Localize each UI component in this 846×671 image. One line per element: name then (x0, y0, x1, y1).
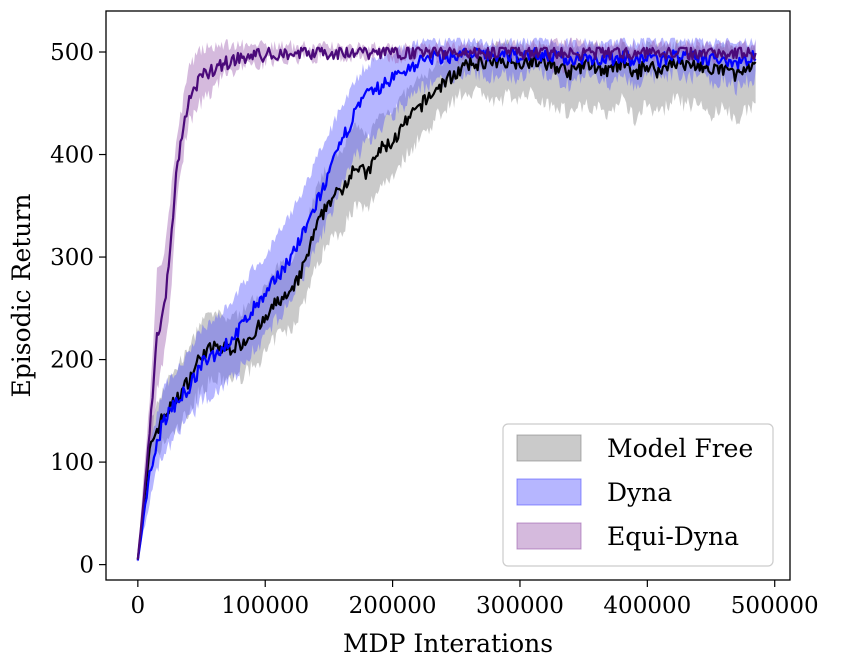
x-axis-label: MDP Interations (343, 629, 553, 658)
x-tick-label: 100000 (221, 593, 309, 619)
legend-label: Equi-Dyna (607, 522, 739, 551)
series-lines (136, 46, 757, 561)
legend-swatch (516, 522, 582, 550)
legend-swatch (516, 478, 582, 506)
band-model-free (137, 39, 756, 562)
legend: Model Free Dyna Equi-Dyna (502, 423, 774, 567)
x-tick-label: 400000 (603, 593, 691, 619)
legend-label: Model Free (607, 434, 753, 463)
line-equi-dyna (136, 46, 757, 560)
plot-frame (105, 10, 791, 581)
y-axis-label: Episodic Return (7, 194, 36, 398)
y-tick-label: 300 (50, 245, 94, 271)
line-model-free (136, 53, 757, 560)
legend-label: Dyna (607, 478, 672, 507)
y-tick-label: 400 (50, 143, 94, 169)
y-tick-label: 0 (79, 553, 94, 579)
x-axis: 0 100000 200000 300000 400000 500000 (131, 580, 819, 619)
x-tick-label: 300000 (476, 593, 564, 619)
y-axis: 0 100 200 300 400 500 (50, 40, 106, 579)
y-tick-label: 500 (50, 40, 94, 66)
legend-swatch (516, 434, 582, 462)
x-tick-label: 200000 (349, 593, 437, 619)
x-tick-label: 500000 (731, 593, 819, 619)
legend-box (502, 423, 774, 567)
x-tick-label: 0 (131, 593, 146, 619)
y-tick-label: 200 (50, 348, 94, 374)
y-tick-label: 100 (50, 450, 94, 476)
band-equi-dyna (137, 37, 756, 562)
